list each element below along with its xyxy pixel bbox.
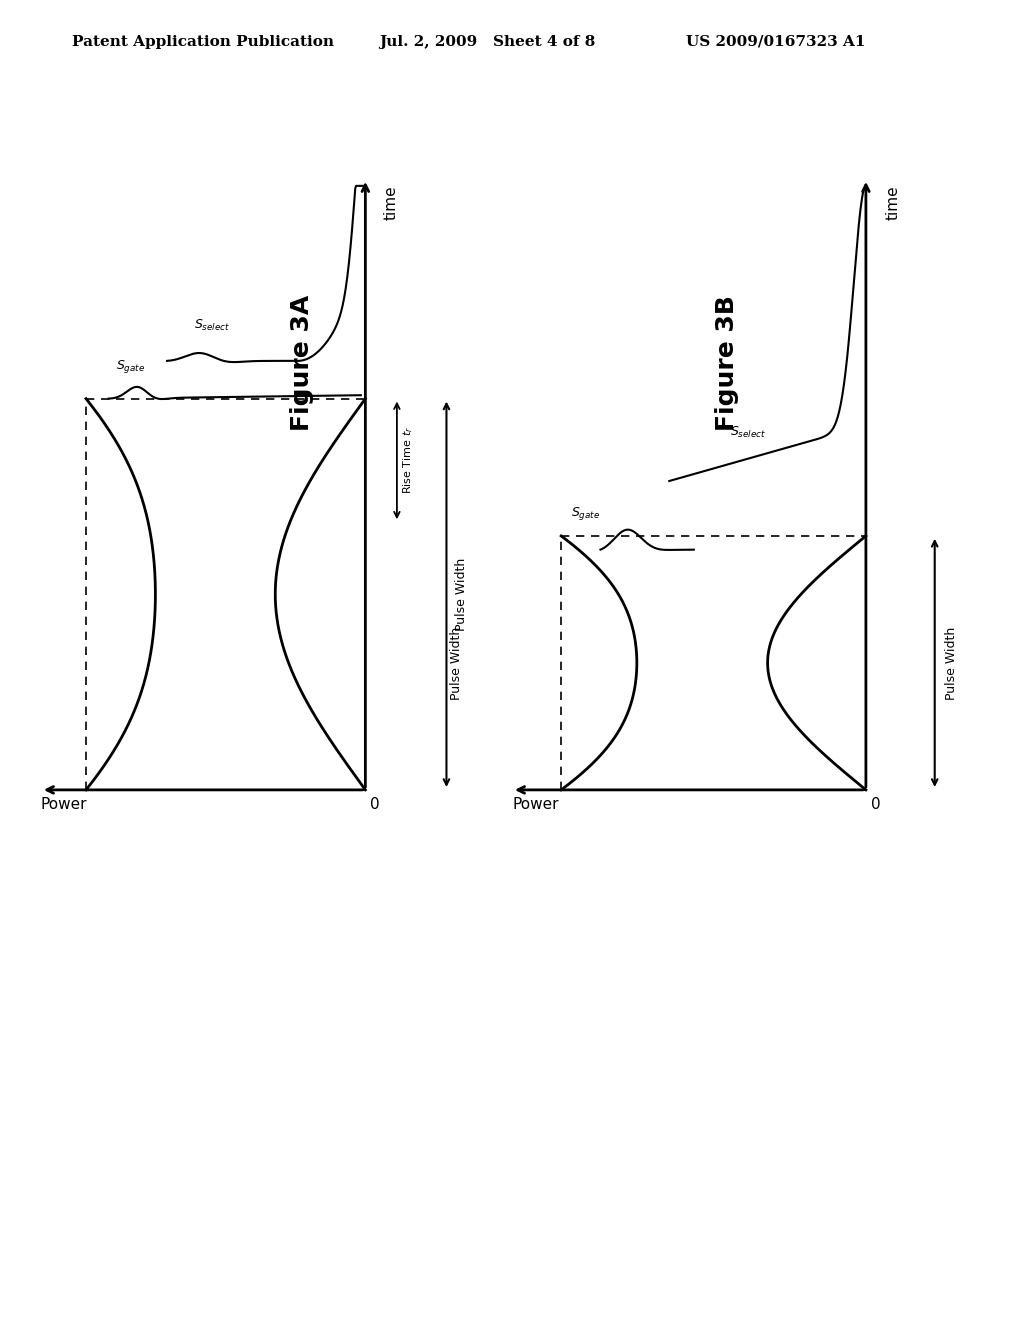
- Text: $S_{gate}$: $S_{gate}$: [571, 506, 600, 523]
- Text: $S_{select}$: $S_{select}$: [730, 425, 766, 440]
- Text: Pulse Width: Pulse Width: [450, 626, 463, 700]
- Text: Power: Power: [41, 797, 87, 812]
- Text: Pulse Width: Pulse Width: [944, 626, 957, 700]
- Text: $S_{select}$: $S_{select}$: [195, 318, 230, 334]
- Text: time: time: [886, 186, 900, 220]
- Text: Power: Power: [512, 797, 558, 812]
- Text: Rise Time $t_r$: Rise Time $t_r$: [401, 426, 415, 495]
- Text: $S_{gate}$: $S_{gate}$: [117, 358, 145, 375]
- Text: Figure 3A: Figure 3A: [290, 294, 314, 432]
- Text: Patent Application Publication: Patent Application Publication: [72, 34, 334, 49]
- Text: 0: 0: [871, 797, 881, 812]
- Text: Pulse Width: Pulse Width: [456, 557, 468, 631]
- Text: Jul. 2, 2009   Sheet 4 of 8: Jul. 2, 2009 Sheet 4 of 8: [379, 34, 595, 49]
- Text: US 2009/0167323 A1: US 2009/0167323 A1: [686, 34, 865, 49]
- Text: 0: 0: [370, 797, 379, 812]
- Text: time: time: [383, 186, 398, 220]
- Text: Figure 3B: Figure 3B: [715, 296, 739, 430]
